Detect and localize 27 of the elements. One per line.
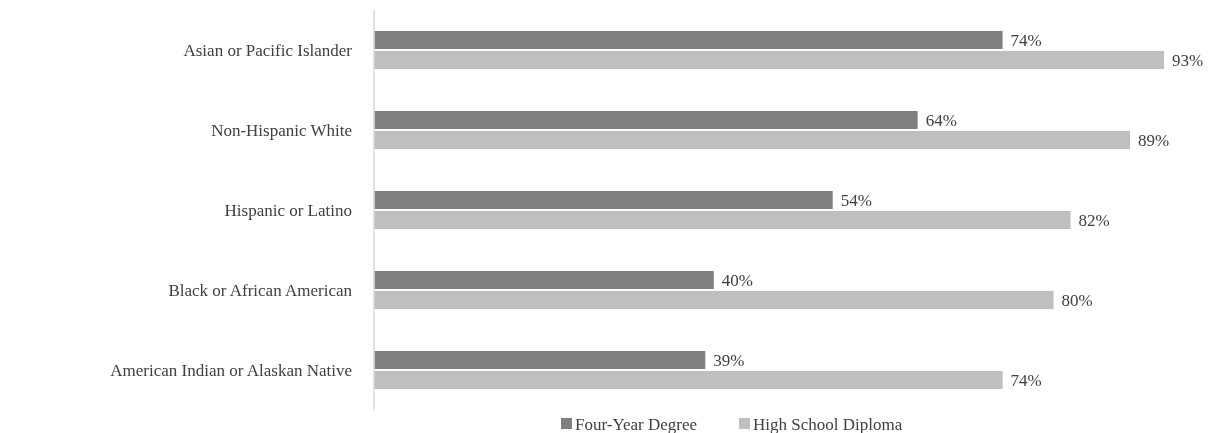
data-label: 93% — [1172, 50, 1204, 70]
data-label: 40% — [721, 270, 753, 290]
y-tick-label: Asian or Pacific Islander — [183, 40, 353, 60]
bar — [374, 31, 1003, 49]
bar — [374, 51, 1164, 69]
y-tick-label: Black or African American — [168, 280, 353, 300]
data-label: 54% — [840, 190, 872, 210]
bar — [374, 211, 1071, 229]
data-label: 82% — [1078, 210, 1110, 230]
legend-label: Four-Year Degree — [575, 414, 698, 433]
data-label: 80% — [1061, 290, 1093, 310]
data-label: 74% — [1010, 30, 1042, 50]
y-tick-label: Non-Hispanic White — [211, 120, 352, 140]
y-tick-label: American Indian or Alaskan Native — [110, 360, 352, 380]
bar — [374, 291, 1054, 309]
bar — [374, 191, 833, 209]
bar — [374, 351, 706, 369]
data-label: 39% — [713, 350, 745, 370]
legend-label: High School Diploma — [753, 414, 903, 433]
y-tick-label: Hispanic or Latino — [224, 200, 352, 220]
data-label: 74% — [1010, 370, 1042, 390]
bar — [374, 271, 714, 289]
data-label: 64% — [925, 110, 957, 130]
bar — [374, 131, 1131, 149]
bar — [374, 111, 918, 129]
data-label: 89% — [1138, 130, 1170, 150]
bar — [374, 371, 1003, 389]
